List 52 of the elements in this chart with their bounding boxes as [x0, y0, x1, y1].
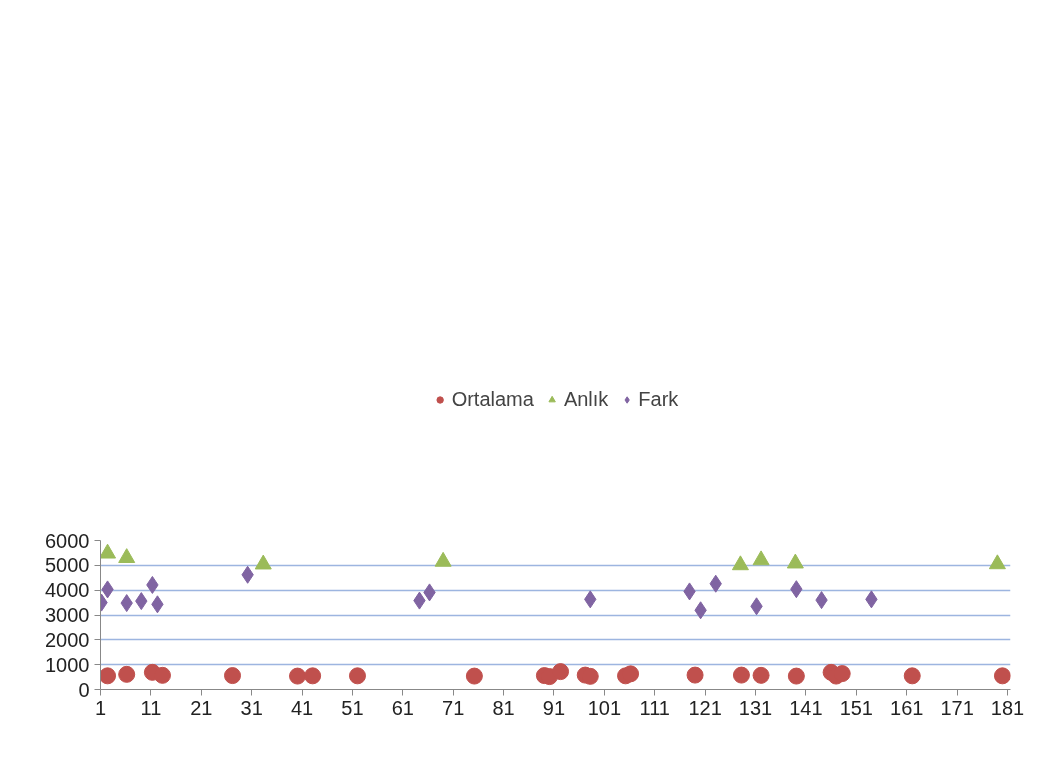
x-tick-label: 171 — [940, 696, 974, 719]
point — [752, 550, 770, 566]
point — [786, 553, 804, 569]
x-tick-label: 181 — [990, 696, 1025, 719]
y-tick-label: 4000 — [45, 579, 90, 602]
y-tick-label: 0 — [78, 678, 90, 701]
point — [254, 554, 272, 570]
x-tick-label: 41 — [290, 696, 314, 719]
x-tick-label: 111 — [639, 696, 670, 719]
legend-label: Ortalama — [451, 387, 534, 411]
x-tick-label: 21 — [190, 696, 213, 719]
point — [289, 667, 307, 685]
point — [100, 543, 117, 559]
x-tick-label: 91 — [542, 696, 566, 719]
point — [752, 666, 770, 684]
x-tick-label: 151 — [839, 696, 873, 719]
point — [903, 667, 921, 685]
x-tick-label: 71 — [442, 696, 465, 719]
legend-label: Anlık — [563, 387, 609, 411]
y-tick-label: 6000 — [45, 529, 90, 552]
point — [787, 667, 805, 685]
x-tick-label: 101 — [587, 696, 622, 719]
point — [304, 667, 322, 685]
x-tick-label: 61 — [391, 696, 414, 719]
point — [434, 551, 452, 567]
point — [118, 548, 136, 563]
legend-label: Fark — [638, 387, 679, 411]
y-tick-label: 2000 — [45, 628, 90, 651]
x-tick-label: 131 — [738, 696, 773, 719]
y-tick-label: 1000 — [45, 653, 90, 676]
point — [732, 666, 750, 684]
point — [993, 667, 1011, 685]
point — [153, 666, 171, 684]
x-tick-label: 31 — [240, 696, 263, 719]
x-tick-label: 51 — [341, 696, 364, 719]
point — [118, 665, 136, 683]
x-tick-label: 11 — [140, 696, 162, 719]
x-tick-label: 121 — [688, 696, 722, 719]
x-tick-label: 81 — [492, 696, 515, 719]
point — [988, 554, 1006, 570]
point — [465, 667, 483, 685]
x-tick-label: 141 — [789, 696, 823, 719]
point — [100, 667, 117, 685]
point — [348, 667, 366, 685]
point — [552, 663, 570, 681]
y-tick-label: 3000 — [45, 604, 90, 626]
point — [731, 555, 749, 571]
x-tick-label: 1 — [94, 696, 107, 719]
x-tick-label: 161 — [890, 696, 924, 719]
point — [224, 667, 242, 685]
y-tick-label: 5000 — [45, 554, 90, 577]
point — [686, 666, 704, 684]
